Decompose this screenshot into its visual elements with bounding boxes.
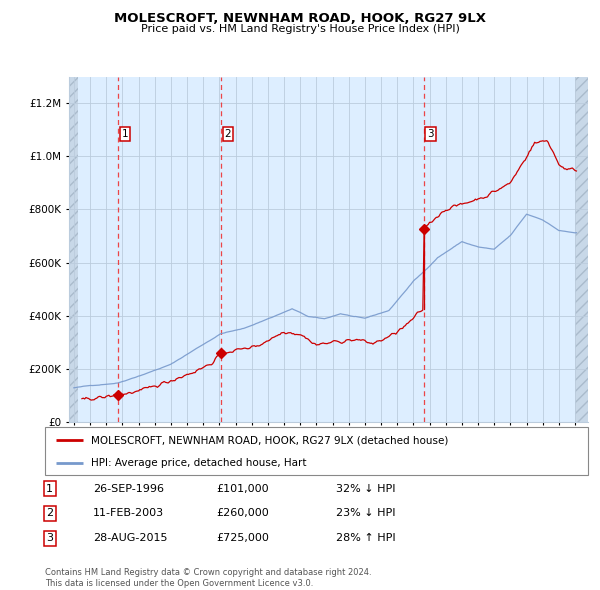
Text: Price paid vs. HM Land Registry's House Price Index (HPI): Price paid vs. HM Land Registry's House … [140,24,460,34]
Text: 32% ↓ HPI: 32% ↓ HPI [336,484,395,493]
FancyBboxPatch shape [45,427,588,475]
Text: 11-FEB-2003: 11-FEB-2003 [93,509,164,518]
Text: 1: 1 [121,129,128,139]
Text: £101,000: £101,000 [216,484,269,493]
Bar [575,77,588,422]
Text: 2: 2 [224,129,231,139]
Text: 3: 3 [46,533,53,543]
Text: MOLESCROFT, NEWNHAM ROAD, HOOK, RG27 9LX (detached house): MOLESCROFT, NEWNHAM ROAD, HOOK, RG27 9LX… [91,435,449,445]
Text: £725,000: £725,000 [216,533,269,543]
Text: £260,000: £260,000 [216,509,269,518]
Bar [69,77,78,422]
Text: HPI: Average price, detached house, Hart: HPI: Average price, detached house, Hart [91,458,307,468]
Text: 3: 3 [427,129,434,139]
Text: 23% ↓ HPI: 23% ↓ HPI [336,509,395,518]
Text: 2: 2 [46,509,53,518]
Text: 28% ↑ HPI: 28% ↑ HPI [336,533,395,543]
Text: 28-AUG-2015: 28-AUG-2015 [93,533,167,543]
Text: 1: 1 [46,484,53,493]
Text: 26-SEP-1996: 26-SEP-1996 [93,484,164,493]
Text: Contains HM Land Registry data © Crown copyright and database right 2024.: Contains HM Land Registry data © Crown c… [45,568,371,576]
Text: This data is licensed under the Open Government Licence v3.0.: This data is licensed under the Open Gov… [45,579,313,588]
Text: MOLESCROFT, NEWNHAM ROAD, HOOK, RG27 9LX: MOLESCROFT, NEWNHAM ROAD, HOOK, RG27 9LX [114,12,486,25]
